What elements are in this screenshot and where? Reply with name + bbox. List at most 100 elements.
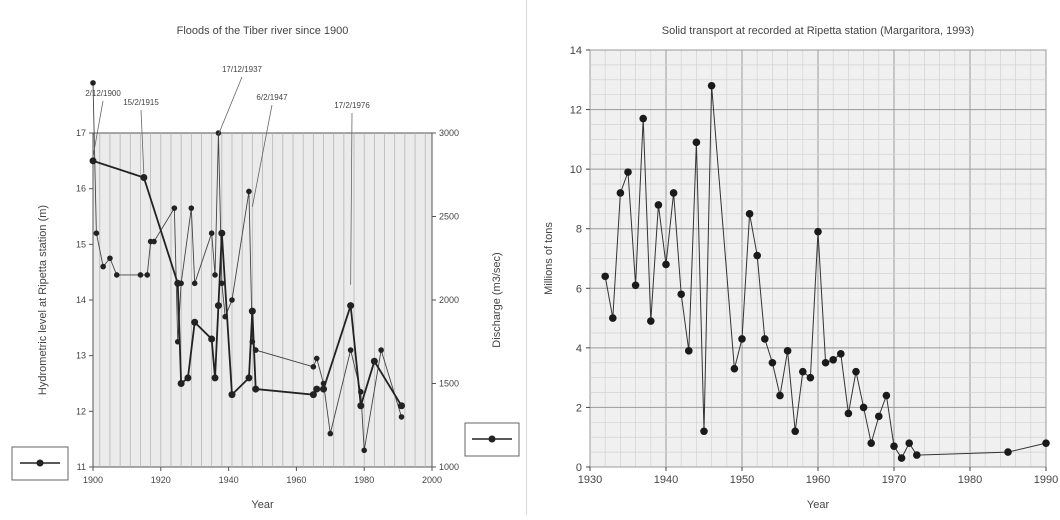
- series-solid-transport-point: [776, 391, 784, 400]
- series-solid-transport-point: [783, 347, 792, 355]
- series-level-point: [228, 391, 236, 399]
- series-discharge-point: [347, 347, 354, 353]
- series-discharge-point: [107, 255, 113, 262]
- series-discharge-point: [229, 297, 235, 303]
- x-tick-label: 1990: [1034, 474, 1058, 486]
- series-solid-transport-point: [913, 451, 921, 459]
- y-tick-label: 0: [576, 462, 582, 474]
- series-discharge-point: [361, 447, 368, 454]
- y-tick-label: 13: [76, 351, 86, 361]
- series-solid-transport-point: [799, 367, 807, 376]
- y-tick-label: 4: [576, 343, 582, 355]
- series-solid-transport-point: [806, 373, 815, 382]
- series-solid-transport-point: [707, 81, 716, 90]
- series-discharge-point: [208, 230, 215, 236]
- y2-tick-label: 3000: [439, 128, 459, 138]
- series-discharge-point: [191, 280, 198, 287]
- y-tick-label: 12: [76, 406, 86, 416]
- series-solid-transport-point: [654, 201, 663, 209]
- x-tick-label: 1980: [354, 475, 374, 485]
- series-solid-transport-point: [821, 358, 830, 367]
- series-solid-transport-point: [616, 189, 625, 197]
- series-level-point: [214, 302, 222, 310]
- series-solid-transport-point: [829, 355, 837, 364]
- flood-date-annotation: 6/2/1947: [256, 93, 288, 102]
- solid-transport-chart: Solid transport at recorded at Ripetta s…: [543, 25, 1058, 511]
- x-tick-label: 1940: [654, 474, 678, 486]
- series-solid-transport-point: [1042, 439, 1050, 447]
- series-solid-transport-point: [639, 114, 647, 123]
- series-solid-transport-point: [859, 403, 868, 412]
- series-discharge-point: [93, 230, 100, 236]
- y-tick-label: 14: [570, 45, 582, 57]
- flood-chart-panel: Floods of the Tiber river since 1900 Year…: [0, 0, 525, 515]
- y-tick-label: 15: [76, 239, 86, 249]
- series-level-point: [313, 385, 321, 393]
- series-solid-transport-point: [890, 442, 898, 450]
- series-discharge-point: [246, 188, 252, 195]
- series-solid-transport-point: [745, 210, 754, 218]
- series-level-point: [309, 391, 317, 399]
- series-level-point: [218, 229, 226, 237]
- series-level-point: [211, 374, 219, 382]
- series-discharge-point: [188, 205, 195, 211]
- x-tick-label: 1920: [151, 475, 171, 485]
- series-discharge-point: [151, 238, 157, 245]
- series-solid-transport-point: [730, 364, 739, 373]
- series-discharge-point: [313, 355, 320, 362]
- series-solid-transport-point: [631, 281, 640, 290]
- series-discharge-point: [100, 263, 106, 270]
- series-discharge-point: [398, 414, 405, 420]
- chart-title: Solid transport at recorded at Ripetta s…: [662, 25, 974, 37]
- series-discharge-point: [378, 347, 384, 353]
- y2-tick-label: 1500: [439, 379, 459, 389]
- series-solid-transport-point: [768, 358, 777, 367]
- series-solid-transport-point: [601, 272, 609, 281]
- x-tick-label: 1980: [958, 474, 982, 486]
- series-level-point: [184, 374, 192, 382]
- y-tick-label: 16: [76, 184, 86, 194]
- series-solid-transport-point: [882, 391, 891, 400]
- series-solid-transport-point: [867, 439, 875, 447]
- series-solid-transport-point: [852, 367, 860, 376]
- series-solid-transport-point: [753, 251, 761, 260]
- y-axis-label: Millions of tons: [543, 222, 555, 295]
- solid-transport-chart-panel: Solid transport at recorded at Ripetta s…: [530, 0, 1060, 515]
- y-tick-label: 14: [76, 295, 86, 305]
- series-level-point: [174, 279, 182, 287]
- series-solid-transport-point: [677, 290, 685, 299]
- y-tick-label: 17: [76, 128, 86, 138]
- series-level-point: [89, 157, 97, 165]
- series-level-point: [347, 302, 355, 310]
- series-solid-transport-point: [905, 439, 913, 447]
- series-discharge-point: [310, 364, 317, 370]
- y2-tick-label: 2000: [439, 295, 459, 305]
- series-discharge-point: [212, 272, 218, 278]
- series-discharge-point: [215, 130, 222, 136]
- y-tick-label: 10: [570, 164, 582, 176]
- series-level-point: [370, 357, 378, 365]
- series-discharge-point: [327, 430, 334, 437]
- series-solid-transport-point: [791, 427, 799, 436]
- series-solid-transport-point: [844, 409, 853, 418]
- x-tick-label: 1950: [730, 474, 754, 486]
- series-level-point: [208, 335, 216, 343]
- flood-chart: Floods of the Tiber river since 1900 Year…: [11, 25, 520, 511]
- x-axis-label: Year: [807, 499, 830, 511]
- annotation-leader: [92, 100, 104, 157]
- x-tick-label: 1960: [286, 475, 306, 485]
- series-level-point: [252, 385, 260, 393]
- series-solid-transport-point: [1004, 448, 1012, 456]
- annotation-leader: [218, 76, 243, 135]
- y2-axis-label: Discharge (m3/sec): [491, 252, 503, 347]
- series-level-point: [320, 385, 328, 393]
- series-discharge-point: [90, 80, 96, 86]
- flood-date-annotation: 17/2/1976: [334, 101, 370, 110]
- series-level-point: [177, 380, 185, 387]
- series-solid-transport-point: [837, 350, 845, 358]
- annotation-leader: [350, 112, 353, 285]
- flood-date-annotation: 2/12/1900: [85, 89, 121, 98]
- x-tick-label: 1900: [83, 475, 103, 485]
- series-solid-transport-point: [897, 454, 906, 462]
- series-level-point: [140, 174, 148, 182]
